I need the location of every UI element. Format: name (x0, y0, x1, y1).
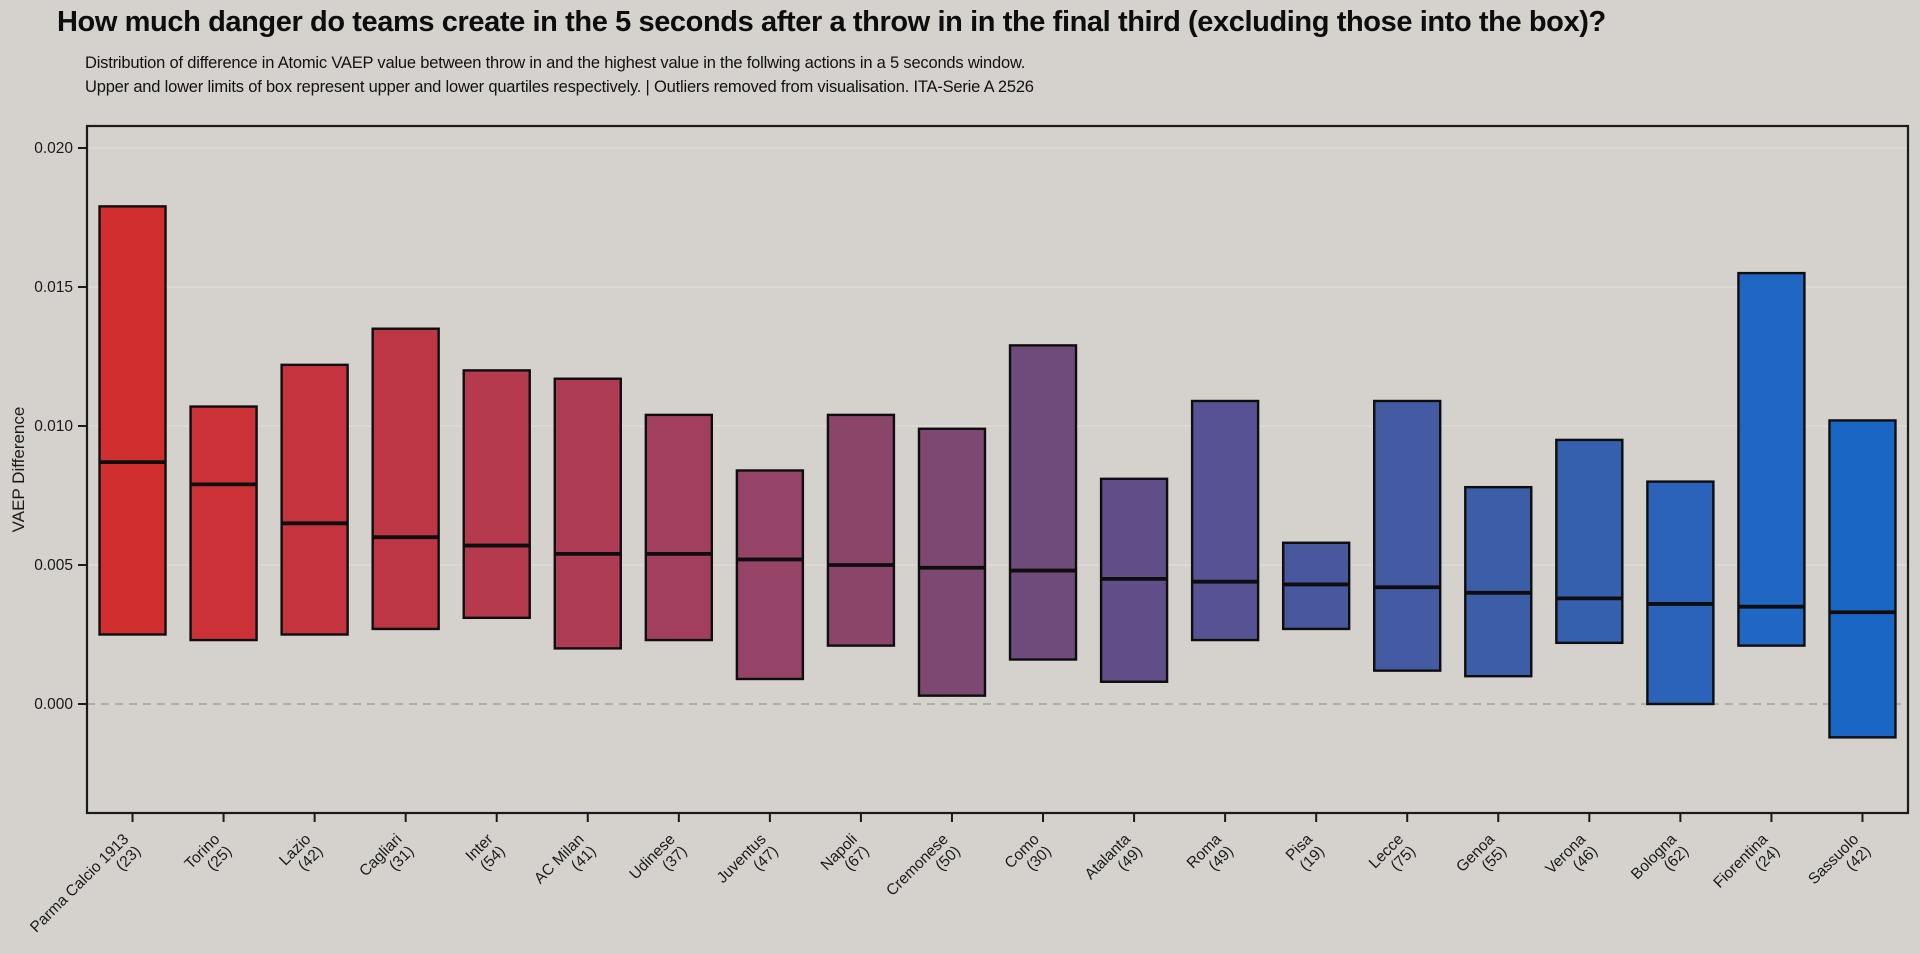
x-tick-label-parma-calcio-1913: Parma Calcio 1913(23) (27, 831, 144, 948)
chart-subtitle-line1: Distribution of difference in Atomic VAE… (85, 54, 1026, 72)
box-bologna (1646, 480, 1715, 706)
box-fiorentina (1737, 271, 1806, 647)
box-lecce (1373, 399, 1442, 672)
box-ac-milan (553, 377, 622, 650)
x-tick-label-inter: Inter(54) (463, 831, 509, 877)
x-tick-label-lecce: Lecce(75) (1366, 831, 1419, 884)
x-tick-label-napoli: Napoli(67) (818, 831, 873, 886)
y-tick-label: 0.000 (34, 696, 73, 713)
chart-title: How much danger do teams create in the 5… (57, 6, 1606, 38)
y-axis-label: VAEP Difference (9, 407, 28, 533)
x-tick-label-udinese: Udinese(37) (626, 831, 690, 895)
x-tick-label-sassuolo: Sassuolo(42) (1805, 831, 1874, 900)
x-tick-label-cremonese: Cremonese(50) (883, 831, 964, 912)
box-cagliari (371, 327, 440, 631)
box-inter (462, 369, 531, 620)
chart-subtitle-line2: Upper and lower limits of box represent … (85, 77, 1034, 96)
x-tick-label-juventus: Juventus(47) (714, 831, 782, 899)
box-sassuolo (1828, 419, 1897, 739)
plot-frame (85, 124, 1910, 815)
x-tick-label-pisa: Pisa(19) (1283, 831, 1329, 877)
x-tick-label-torino: Torino(25) (182, 831, 236, 885)
box-genoa (1464, 485, 1533, 678)
box-verona (1555, 438, 1624, 645)
box-juventus (735, 469, 805, 681)
x-tick-label-atalanta: Atalanta(49) (1082, 831, 1147, 896)
y-tick-label: 0.010 (34, 418, 73, 435)
box-cremonese (917, 427, 987, 697)
box-parma-calcio-1913 (98, 205, 167, 636)
x-tick-label-cagliari: Cagliari(31) (356, 831, 417, 892)
box-lazio (280, 363, 349, 636)
y-tick-label: 0.020 (34, 140, 73, 157)
y-tick-label: 0.005 (34, 557, 73, 574)
x-tick-label-genoa: Genoa(55) (1453, 831, 1510, 888)
box-como (1008, 344, 1078, 661)
box-udinese (644, 413, 714, 642)
chart-subtitle: Distribution of difference in Atomic VAE… (85, 52, 1034, 99)
team-name: Parma Calcio 1913 (27, 831, 132, 936)
y-tick-label: 0.015 (34, 279, 73, 296)
box-torino (189, 405, 258, 642)
x-tick-label-ac-milan: AC Milan(41) (531, 831, 600, 900)
box-napoli (826, 413, 896, 647)
x-tick-label-roma: Roma(49) (1184, 831, 1238, 885)
x-tick-label-verona: Verona(46) (1542, 831, 1601, 890)
x-tick-label-bologna: Bologna(62) (1628, 831, 1693, 896)
box-roma (1190, 399, 1260, 642)
x-tick-label-lazio: Lazio(42) (276, 831, 326, 881)
x-tick-label-como: Como(30) (1002, 831, 1055, 884)
x-tick-label-fiorentina: Fiorentina(24) (1710, 831, 1783, 904)
